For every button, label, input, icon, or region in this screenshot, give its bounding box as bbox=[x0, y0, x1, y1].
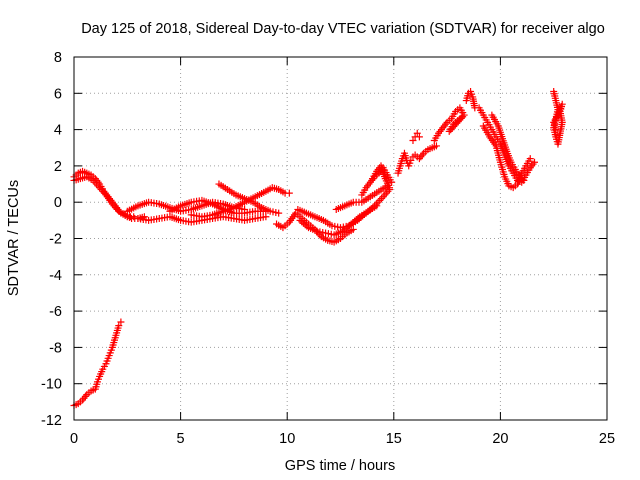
data-point bbox=[369, 203, 377, 211]
x-axis-label: GPS time / hours bbox=[285, 458, 395, 474]
y-tick-label: -8 bbox=[49, 340, 62, 356]
y-tick-label: -2 bbox=[49, 232, 62, 248]
y-tick-label: 6 bbox=[54, 86, 62, 102]
data-point bbox=[552, 126, 560, 134]
data-point bbox=[526, 155, 534, 163]
data-point bbox=[407, 156, 415, 164]
data-point bbox=[520, 176, 528, 184]
y-tick-label: -4 bbox=[49, 268, 62, 284]
y-tick-label: 0 bbox=[54, 195, 62, 211]
grid-layer bbox=[74, 57, 607, 420]
x-tick-label: 25 bbox=[599, 431, 615, 447]
y-tick-label: -6 bbox=[49, 304, 62, 320]
y-tick-label: 8 bbox=[54, 50, 62, 66]
data-point bbox=[115, 322, 123, 330]
y-axis-label: SDTVAR / TECUs bbox=[6, 180, 22, 296]
data-point bbox=[413, 129, 421, 137]
chart-title: Day 125 of 2018, Sidereal Day-to-day VTE… bbox=[81, 21, 605, 37]
data-point bbox=[458, 113, 466, 121]
data-point bbox=[285, 189, 293, 197]
x-tick-label: 5 bbox=[177, 431, 185, 447]
data-point bbox=[117, 318, 125, 326]
data-point bbox=[432, 142, 440, 150]
data-point bbox=[386, 184, 394, 192]
y-tick-label: -10 bbox=[41, 377, 62, 393]
data-point bbox=[409, 136, 417, 144]
x-tick-label: 10 bbox=[279, 431, 295, 447]
data-point bbox=[349, 225, 357, 233]
x-tick-label: 15 bbox=[386, 431, 402, 447]
y-tick-label: 2 bbox=[54, 159, 62, 175]
tick-labels-layer: 0 5 10 15 20 25 -12 -10 -8 -6 -4 -2 0 2 4 6 8 bbox=[41, 50, 615, 447]
y-tick-label: -12 bbox=[41, 413, 62, 429]
data-point bbox=[275, 209, 283, 217]
data-point bbox=[531, 158, 539, 166]
x-tick-label: 20 bbox=[492, 431, 508, 447]
y-tick-label: 4 bbox=[54, 123, 62, 139]
x-tick-label: 0 bbox=[70, 431, 78, 447]
data-point bbox=[303, 222, 311, 230]
data-point bbox=[388, 178, 396, 186]
plot-frame bbox=[73, 56, 608, 421]
data-point bbox=[415, 133, 423, 141]
